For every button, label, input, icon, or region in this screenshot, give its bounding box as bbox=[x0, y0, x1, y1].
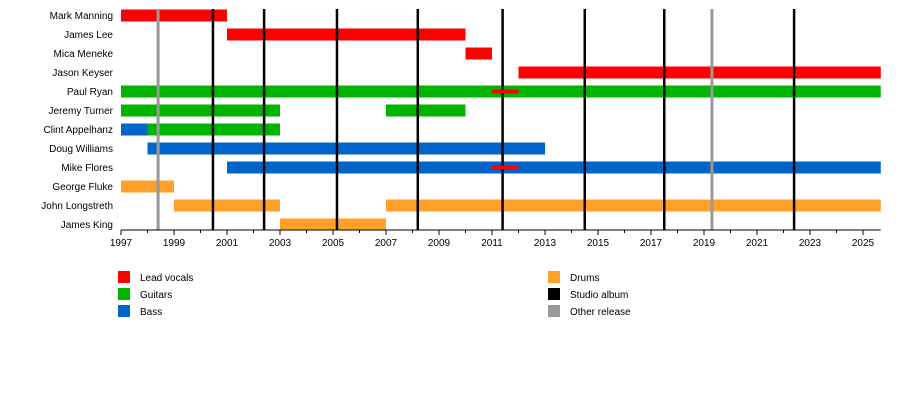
legend-label: Drums bbox=[570, 273, 599, 284]
legend-label: Guitars bbox=[140, 290, 172, 301]
bar-bass bbox=[147, 142, 545, 155]
member-label: James Lee bbox=[64, 30, 113, 41]
member-label: James King bbox=[61, 220, 113, 231]
member-label: Mark Manning bbox=[50, 11, 113, 22]
x-tick-label: 1997 bbox=[110, 238, 133, 249]
bar-drums bbox=[280, 218, 386, 231]
x-tick-label: 2007 bbox=[375, 238, 398, 249]
bar-guitars bbox=[386, 104, 466, 117]
legend-label: Bass bbox=[140, 307, 162, 318]
bar-overlay-lead-vocals bbox=[492, 165, 519, 170]
member-label: George Fluke bbox=[52, 182, 113, 193]
x-tick-label: 2021 bbox=[746, 238, 769, 249]
member-label: Jeremy Turner bbox=[49, 106, 114, 117]
legend-label: Other release bbox=[570, 307, 631, 318]
bar-overlay-lead-vocals bbox=[492, 89, 519, 94]
legend-label: Lead vocals bbox=[140, 273, 193, 284]
x-tick-label: 2009 bbox=[428, 238, 451, 249]
bar-drums bbox=[121, 180, 174, 193]
bar-bass bbox=[227, 161, 881, 174]
member-label: Clint Appelhanz bbox=[44, 125, 114, 136]
x-tick-label: 2011 bbox=[481, 238, 503, 249]
member-label: Jason Keyser bbox=[52, 68, 113, 79]
bar-lead-vocals bbox=[121, 9, 227, 22]
bar-bass bbox=[121, 123, 148, 136]
bar-guitars bbox=[121, 104, 280, 117]
x-tick-label: 2025 bbox=[852, 238, 875, 249]
bar-lead-vocals bbox=[518, 66, 881, 79]
legend-label: Studio album bbox=[570, 290, 628, 301]
member-label: Mica Meneke bbox=[54, 49, 114, 60]
bar-lead-vocals bbox=[227, 28, 466, 41]
bar-lead-vocals bbox=[465, 47, 492, 60]
legend-swatch bbox=[548, 288, 560, 300]
legend-swatch bbox=[548, 305, 560, 317]
x-tick-label: 2013 bbox=[534, 238, 557, 249]
legend-swatch bbox=[118, 305, 130, 317]
x-tick-label: 2005 bbox=[322, 238, 345, 249]
legend-swatch bbox=[118, 271, 130, 283]
x-tick-label: 2003 bbox=[269, 238, 292, 249]
member-label: Mike Flores bbox=[61, 163, 113, 174]
member-label: Paul Ryan bbox=[67, 87, 113, 98]
member-label: Doug Williams bbox=[49, 144, 113, 155]
member-label: John Longstreth bbox=[41, 201, 113, 212]
bar-drums bbox=[174, 199, 280, 212]
bar-drums bbox=[386, 199, 881, 212]
legend-swatch bbox=[548, 271, 560, 283]
x-tick-label: 2017 bbox=[640, 238, 663, 249]
legend-swatch bbox=[118, 288, 130, 300]
x-tick-label: 2015 bbox=[587, 238, 610, 249]
x-tick-label: 1999 bbox=[163, 238, 186, 249]
x-tick-label: 2001 bbox=[216, 238, 239, 249]
x-tick-label: 2019 bbox=[693, 238, 716, 249]
x-tick-label: 2023 bbox=[799, 238, 822, 249]
